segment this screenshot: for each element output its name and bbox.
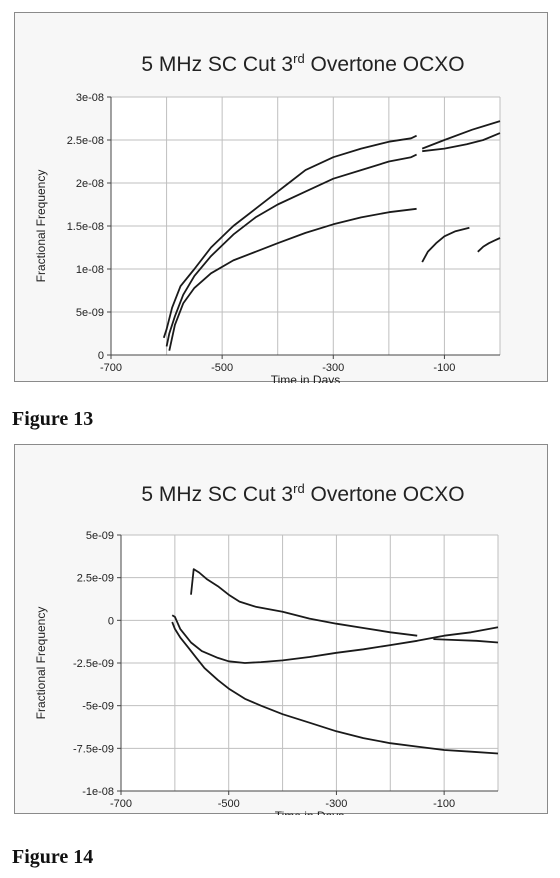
series-line-3 (171, 621, 499, 755)
x-tick-label: -700 (110, 798, 132, 810)
x-tick-label: -100 (433, 362, 455, 374)
y-tick-label: 0 (108, 615, 114, 627)
chart-title-14: 5 MHz SC Cut 3rd Overtone OCXO (141, 481, 464, 506)
y-tick-label: 2.5e-08 (67, 135, 104, 147)
y-axis-label: Fractional Frequency (34, 170, 48, 283)
series-line-3 (421, 226, 470, 263)
x-tick-label: -500 (218, 798, 240, 810)
series-line-1 (190, 568, 418, 637)
series-line-3 (477, 237, 501, 253)
series-line-2 (422, 132, 501, 153)
x-axis-label: Time in Days (271, 373, 341, 383)
y-tick-label: -2.5e-09 (73, 658, 114, 670)
y-tick-label: -7.5e-09 (73, 743, 114, 755)
series-line-1 (162, 134, 417, 339)
y-tick-label: 2e-08 (76, 178, 104, 190)
y-tick-label: 5e-09 (86, 530, 114, 542)
y-axis-label: Fractional Frequency (34, 607, 48, 720)
chart-figure-13: 5 MHz SC Cut 3rd Overtone OCXO 0 5e-09 1e-… (14, 12, 548, 383)
y-tick-label: -1e-08 (82, 786, 114, 798)
chart-title-13: 5 MHz SC Cut 3rd Overtone OCXO (141, 51, 464, 76)
series-line-2 (171, 614, 499, 664)
y-tick-label: 1e-08 (76, 264, 104, 276)
y-tick-label: 0 (98, 350, 104, 362)
x-tick-label: -100 (433, 798, 455, 810)
x-tick-label: -700 (100, 362, 122, 374)
series-line-3 (168, 207, 417, 351)
series-line-1 (421, 120, 501, 150)
series-line-2 (165, 153, 417, 347)
chart-figure-14: 5 MHz SC Cut 3rd Overtone OCXO 5e-09 2.5e… (14, 444, 548, 815)
figure-caption-13: Figure 13 (12, 408, 94, 430)
x-tick-label: -300 (322, 362, 344, 374)
y-tick-label: 5e-09 (76, 307, 104, 319)
y-tick-label: 1.5e-08 (67, 221, 104, 233)
x-axis-label: Time in Days (275, 809, 345, 815)
x-tick-label: -500 (211, 362, 233, 374)
series-line-1 (433, 638, 499, 644)
figure-caption-14: Figure 14 (12, 846, 94, 868)
chart-canvas-13: 5 MHz SC Cut 3rd Overtone OCXO 0 5e-09 1e-… (34, 51, 501, 383)
y-tick-label: -5e-09 (82, 701, 114, 713)
y-tick-label: 2.5e-09 (77, 573, 114, 585)
y-tick-label: 3e-08 (76, 92, 104, 104)
chart-canvas-14: 5 MHz SC Cut 3rd Overtone OCXO 5e-09 2.5e… (34, 481, 499, 815)
x-tick-label: -300 (325, 798, 347, 810)
